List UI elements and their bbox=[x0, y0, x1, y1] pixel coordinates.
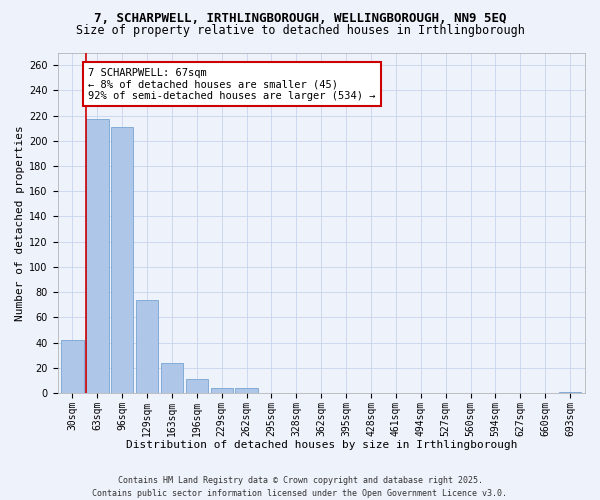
X-axis label: Distribution of detached houses by size in Irthlingborough: Distribution of detached houses by size … bbox=[125, 440, 517, 450]
Bar bbox=[86, 120, 109, 393]
Bar bbox=[61, 340, 83, 393]
Text: Size of property relative to detached houses in Irthlingborough: Size of property relative to detached ho… bbox=[76, 24, 524, 37]
Bar bbox=[161, 362, 183, 393]
Bar bbox=[559, 392, 581, 393]
Text: 7, SCHARPWELL, IRTHLINGBOROUGH, WELLINGBOROUGH, NN9 5EQ: 7, SCHARPWELL, IRTHLINGBOROUGH, WELLINGB… bbox=[94, 12, 506, 26]
Bar bbox=[185, 379, 208, 393]
Bar bbox=[136, 300, 158, 393]
Bar bbox=[211, 388, 233, 393]
Text: 7 SCHARPWELL: 67sqm
← 8% of detached houses are smaller (45)
92% of semi-detache: 7 SCHARPWELL: 67sqm ← 8% of detached hou… bbox=[88, 68, 376, 101]
Bar bbox=[111, 127, 133, 393]
Y-axis label: Number of detached properties: Number of detached properties bbox=[15, 125, 25, 320]
Bar bbox=[235, 388, 258, 393]
Text: Contains HM Land Registry data © Crown copyright and database right 2025.
Contai: Contains HM Land Registry data © Crown c… bbox=[92, 476, 508, 498]
